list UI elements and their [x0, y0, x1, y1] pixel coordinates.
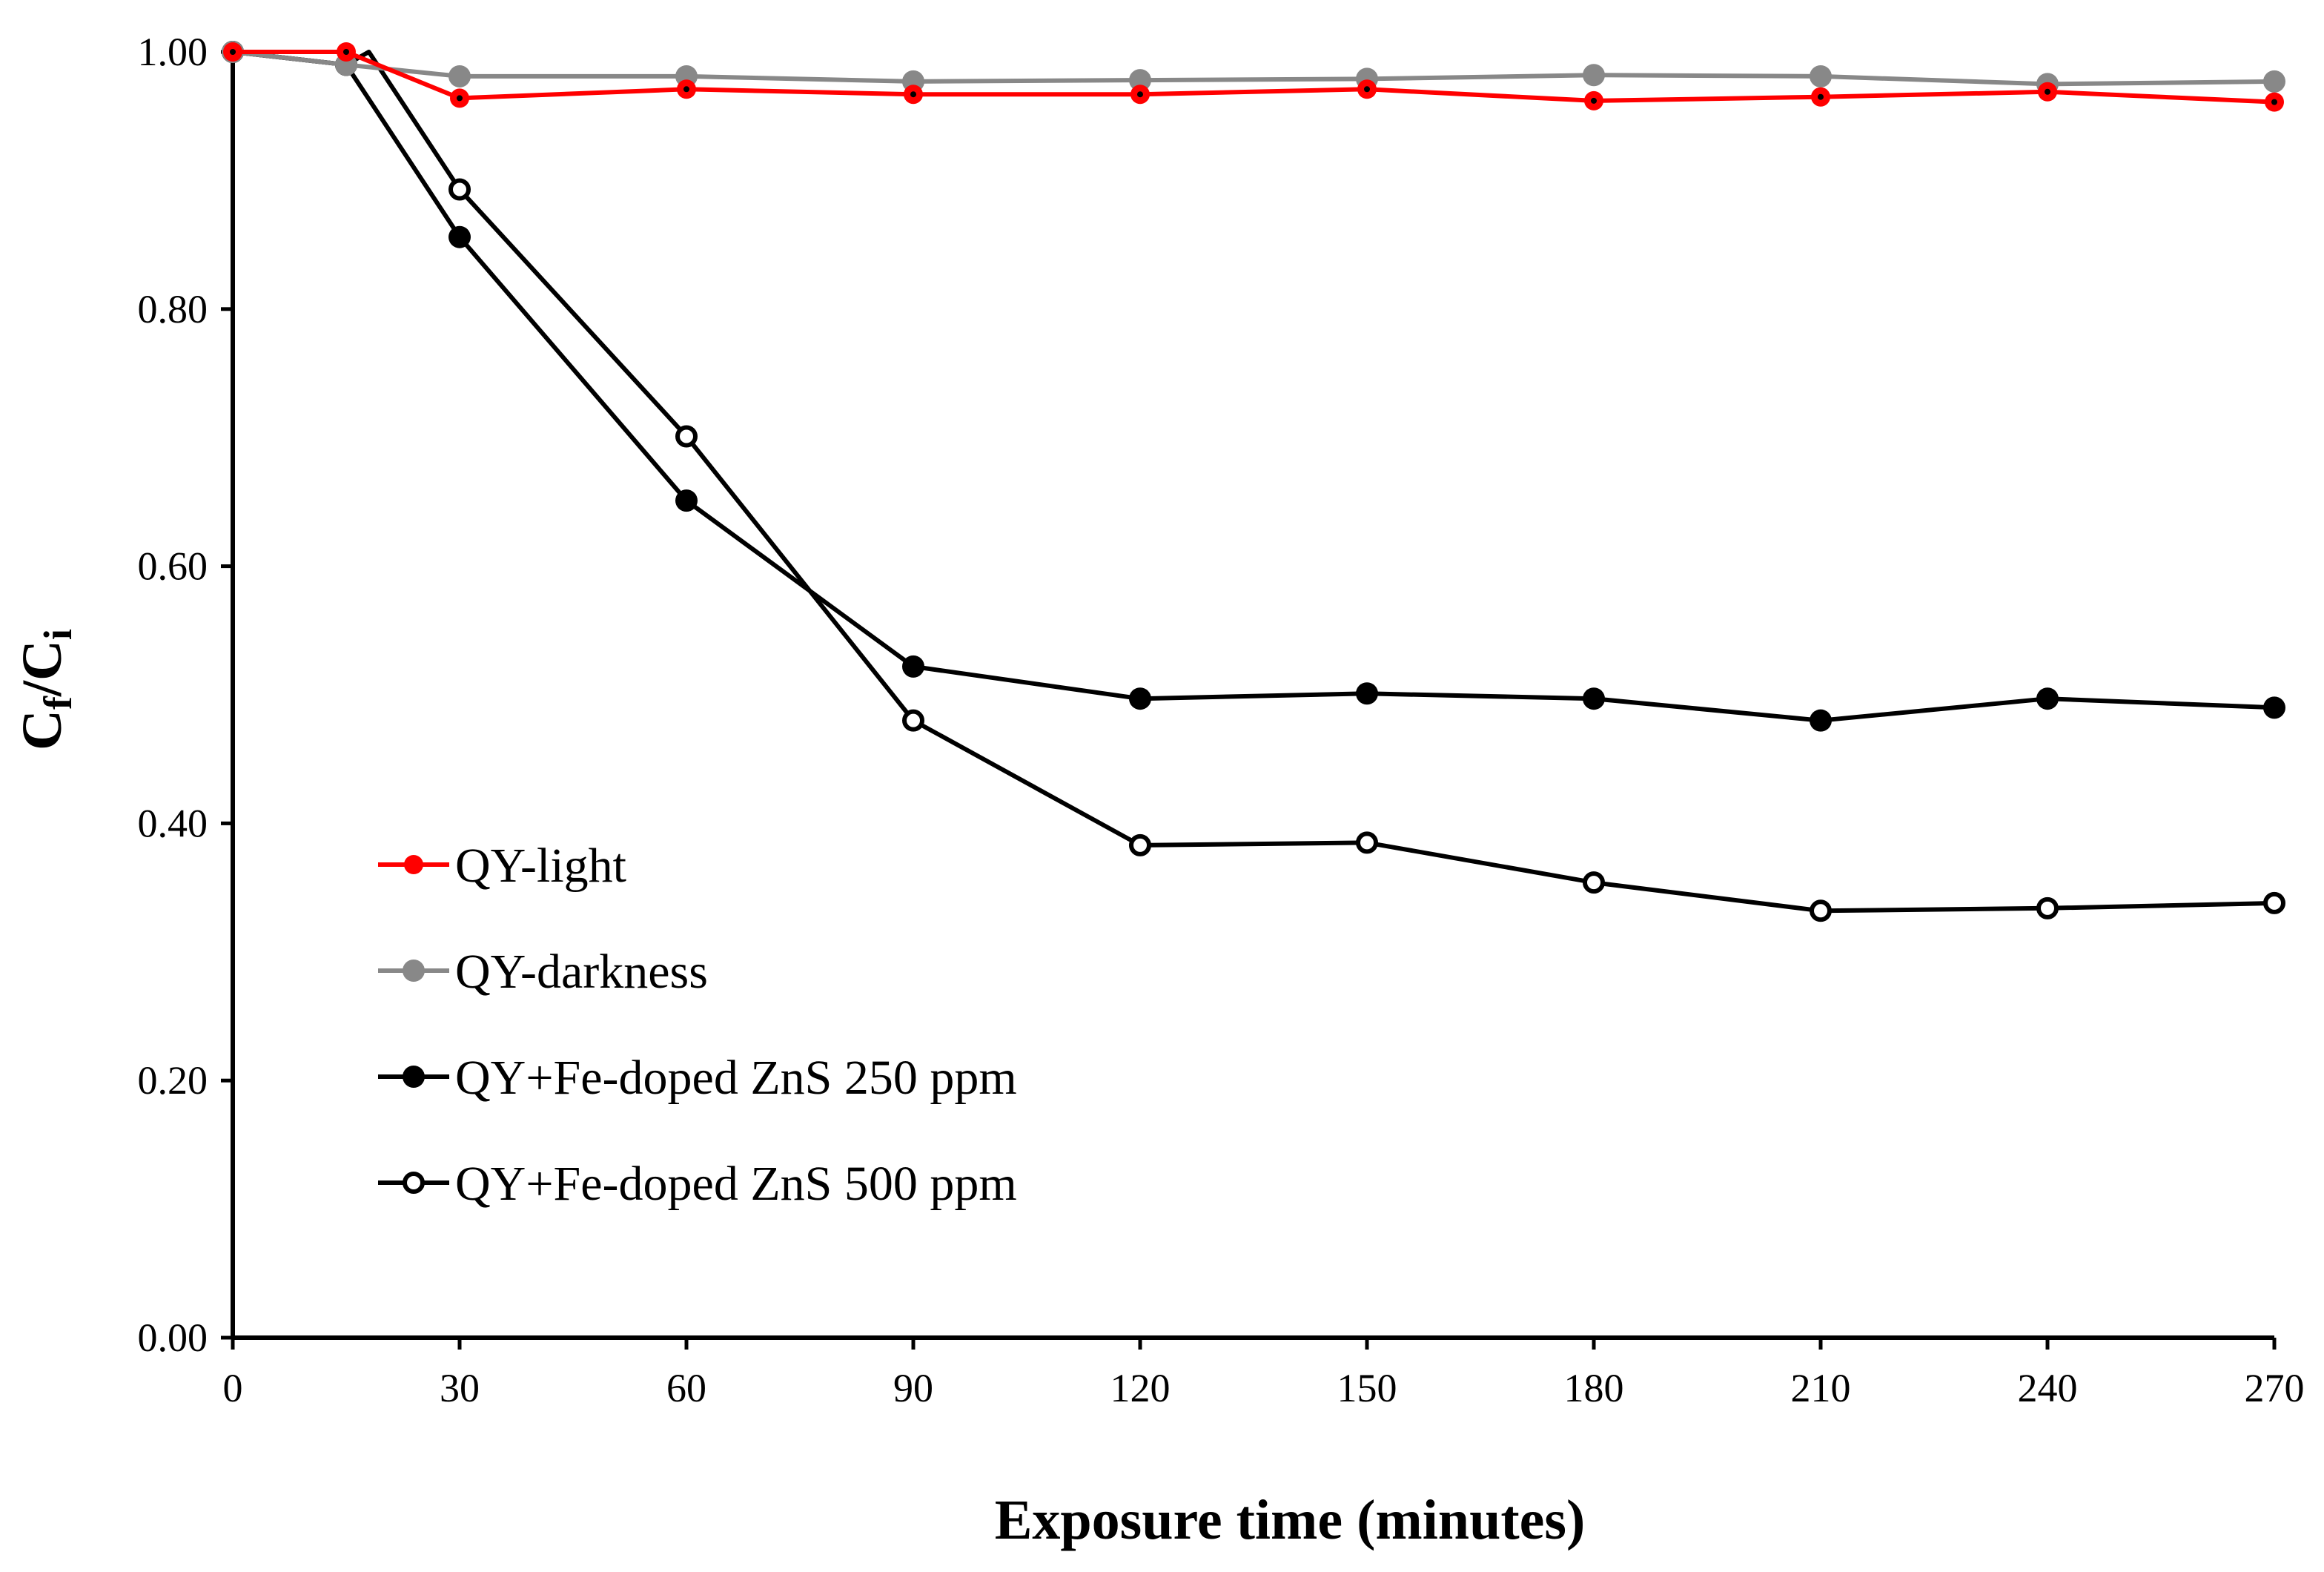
data-point-center — [1818, 93, 1824, 100]
y-tick-label: 0.00 — [138, 1315, 208, 1360]
series-layer — [222, 41, 2285, 922]
series-qy-darkness — [222, 41, 2285, 96]
x-tick-label: 60 — [666, 1366, 706, 1410]
data-point-center — [1137, 91, 1143, 98]
data-point — [2263, 891, 2285, 914]
data-point-center — [230, 49, 236, 55]
axes — [231, 52, 2274, 1340]
data-point — [675, 425, 698, 448]
legend: QY-light QY-darkness QY+Fe-doped ZnS 250 p… — [378, 839, 1017, 1211]
data-point-center — [1591, 97, 1597, 104]
data-point — [1810, 709, 1832, 732]
x-tick-label: 90 — [893, 1366, 933, 1410]
data-point — [448, 178, 471, 201]
legend-item-qy-fe-doped-zns-500-ppm: QY+Fe-doped ZnS 500 ppm — [378, 1157, 1017, 1211]
data-point — [1583, 871, 1605, 894]
x-axis-title: Exposure time (minutes) — [995, 1489, 1586, 1551]
y-tick-label: 0.80 — [138, 287, 208, 331]
y-tick-label: 0.60 — [138, 544, 208, 589]
legend-marker — [403, 1066, 425, 1088]
x-tick-label: 210 — [1791, 1366, 1851, 1410]
data-point — [675, 489, 698, 512]
data-point-center — [910, 91, 916, 98]
x-tick-label: 150 — [1337, 1366, 1397, 1410]
x-tick-label: 30 — [440, 1366, 480, 1410]
data-point — [1810, 899, 1832, 922]
data-point — [1583, 687, 1605, 710]
data-point — [2036, 896, 2059, 919]
series-qy-light — [223, 42, 2284, 112]
series-qy-fe-doped-zns-500-ppm — [222, 41, 2285, 922]
x-tick-label: 240 — [2018, 1366, 2078, 1410]
data-point — [2036, 687, 2059, 710]
x-tick-label: 0 — [223, 1366, 243, 1410]
legend-marker — [404, 855, 423, 874]
y-axis-title-sub2: i — [36, 629, 80, 640]
data-point — [448, 225, 471, 248]
data-point — [2263, 70, 2285, 93]
y-tick-label: 1.00 — [138, 30, 208, 74]
data-point — [1583, 64, 1605, 87]
data-point — [1356, 831, 1378, 854]
data-point — [1129, 69, 1151, 92]
series-qy-fe-doped-zns-250-ppm — [222, 41, 2285, 732]
y-tick-label: 0.20 — [138, 1058, 208, 1103]
series-line-qy-fe-doped-zns-500-ppm — [232, 50, 2275, 914]
y-tick-label: 0.40 — [138, 801, 208, 845]
data-point — [2263, 696, 2285, 719]
legend-item-qy-light: QY-light — [378, 839, 626, 893]
data-point — [1129, 833, 1151, 856]
x-tick-label: 270 — [2245, 1366, 2305, 1410]
data-point — [1810, 65, 1832, 87]
y-axis-title: Cf/Ci — [11, 629, 80, 750]
data-point-center — [457, 95, 463, 102]
data-point — [1129, 687, 1151, 710]
data-point-center — [683, 86, 689, 93]
data-point-center — [343, 49, 349, 55]
data-point — [902, 709, 924, 732]
y-axis-title-sep: /C — [11, 640, 73, 697]
x-tick-label: 120 — [1110, 1366, 1171, 1410]
legend-label: QY-light — [455, 839, 626, 893]
data-point — [1356, 682, 1378, 705]
ticks — [221, 50, 2277, 1350]
x-tick-label: 180 — [1564, 1366, 1624, 1410]
legend-item-qy-darkness: QY-darkness — [378, 945, 708, 999]
tick-labels: 0.00 0.20 0.40 0.60 0.80 1.00 0 30 60 90 120 150 180… — [138, 30, 2305, 1410]
data-point-center — [2045, 88, 2050, 95]
series-line-qy-fe-doped-zns-250-ppm — [232, 50, 2275, 723]
data-point — [902, 655, 924, 678]
legend-marker — [403, 1172, 425, 1194]
data-point-center — [1364, 86, 1370, 93]
y-axis-title-main: C — [11, 710, 73, 750]
legend-label: QY-darkness — [455, 945, 708, 999]
data-point-center — [2271, 99, 2277, 105]
y-axis-title-sub1: f — [36, 696, 80, 710]
series-line-qy-darkness — [232, 50, 2275, 87]
legend-marker — [403, 960, 425, 982]
legend-item-qy-fe-doped-zns-250-ppm: QY+Fe-doped ZnS 250 ppm — [378, 1051, 1017, 1105]
data-point — [448, 65, 471, 87]
legend-label: QY+Fe-doped ZnS 500 ppm — [455, 1157, 1017, 1211]
legend-label: QY+Fe-doped ZnS 250 ppm — [455, 1051, 1017, 1105]
